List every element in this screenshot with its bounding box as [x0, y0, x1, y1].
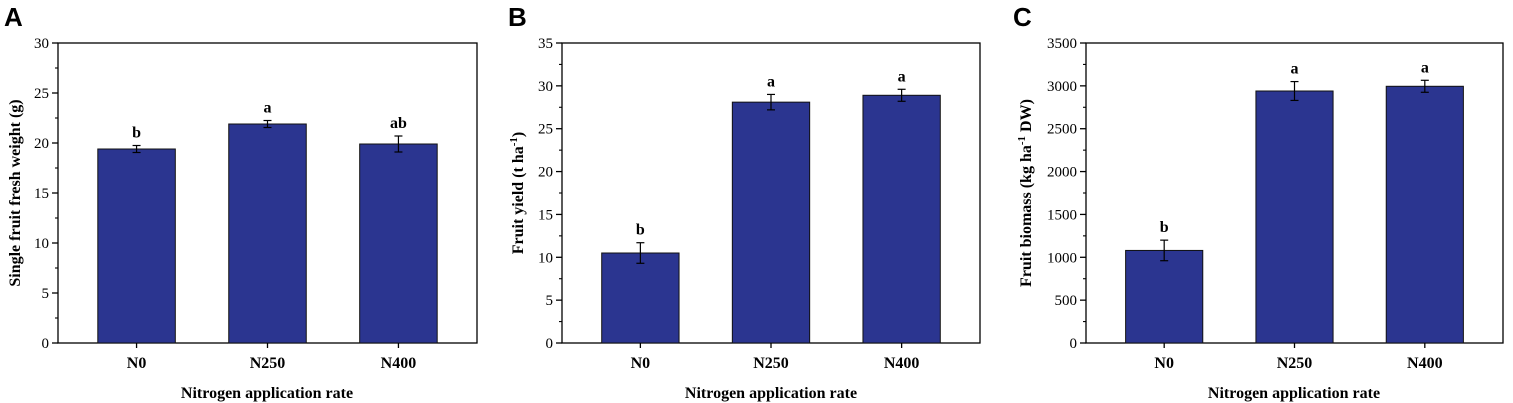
x-tick-label: N250 [753, 355, 789, 372]
bar-n400 [862, 94, 941, 344]
x-axis-title: Nitrogen application rate [1208, 385, 1380, 402]
x-tick-label: N0 [1154, 355, 1174, 372]
y-tick-label: 10 [538, 250, 553, 266]
panel-letter: B [508, 2, 527, 32]
panel-letter: A [4, 2, 23, 32]
significance-label: b [636, 222, 645, 239]
y-tick-label: 2000 [1047, 165, 1077, 181]
y-tick-label: 25 [34, 86, 49, 102]
bar-n0 [1125, 249, 1204, 344]
error-bar-n400 [394, 135, 403, 153]
significance-label: b [1160, 219, 1169, 236]
significance-label: a [1421, 59, 1429, 76]
y-tick-label: 500 [1055, 293, 1078, 309]
x-tick-label: N250 [250, 355, 286, 372]
y-tick-label: 1500 [1047, 207, 1077, 223]
x-tick-label: N0 [127, 355, 147, 372]
significance-label: a [898, 68, 906, 85]
bar-n250 [1255, 90, 1334, 344]
y-tick-label: 0 [42, 336, 50, 352]
y-tick-label: 20 [34, 136, 49, 152]
y-tick-label: 5 [42, 286, 50, 302]
error-bar-n0 [132, 144, 141, 154]
y-tick-label: 3000 [1047, 79, 1077, 95]
x-tick-label: N0 [631, 355, 651, 372]
panel-b: B 0 5 10 15 20 25 30 35 b N0 a N250 a N400 Nitrogen app… [508, 2, 981, 402]
y-tick-label: 30 [538, 79, 553, 95]
y-tick-label: 3500 [1047, 36, 1077, 52]
panel-c: C 0 500 1000 1500 2000 2500 3000 3500 b N0 a N250 a N4… [1013, 2, 1504, 402]
y-axis-title: Fruit biomass (kg ha-1 DW) [1016, 99, 1035, 287]
error-bar-n0 [636, 242, 645, 264]
y-tick-label: 15 [34, 186, 49, 202]
significance-label: ab [390, 115, 407, 132]
bar-n250 [228, 123, 307, 344]
x-tick-label: N400 [1407, 355, 1443, 372]
error-bar-n0 [1160, 239, 1169, 262]
y-tick-label: 2500 [1047, 122, 1077, 138]
y-tick-label: 25 [538, 122, 553, 138]
significance-label: a [264, 100, 272, 117]
significance-label: b [132, 125, 141, 142]
y-tick-label: 10 [34, 236, 49, 252]
x-axis-title: Nitrogen application rate [181, 385, 353, 402]
y-tick-label: 30 [34, 36, 49, 52]
x-tick-label: N400 [381, 355, 417, 372]
bar-n0 [601, 252, 680, 344]
y-tick-label: 15 [538, 207, 553, 223]
bar-n250 [731, 101, 811, 344]
error-bar-n400 [897, 88, 906, 102]
panel-a: A 0 5 10 15 20 25 30 b N0 a N250 ab N400 Nitrogen appl… [4, 2, 478, 402]
y-axis-title: Single fruit fresh weight (g) [7, 99, 24, 286]
error-bar-n250 [263, 119, 272, 129]
bar-n400 [359, 143, 438, 344]
x-tick-label: N400 [884, 355, 920, 372]
error-bar-n400 [1420, 79, 1429, 93]
y-tick-label: 1000 [1047, 250, 1077, 266]
y-tick-label: 5 [546, 293, 554, 309]
x-tick-label: N250 [1277, 355, 1313, 372]
significance-label: a [767, 73, 775, 90]
y-tick-label: 0 [546, 336, 554, 352]
y-axis-title: Fruit yield (t ha-1) [508, 132, 527, 255]
x-axis-title: Nitrogen application rate [685, 385, 857, 402]
y-tick-label: 35 [538, 36, 553, 52]
error-bar-n250 [1290, 80, 1299, 102]
panel-letter: C [1013, 2, 1032, 32]
y-tick-label: 0 [1070, 336, 1078, 352]
significance-label: a [1291, 61, 1299, 78]
bar-n400 [1385, 85, 1464, 344]
error-bar-n250 [767, 93, 775, 111]
bar-n0 [97, 148, 176, 344]
y-tick-label: 20 [538, 165, 553, 181]
